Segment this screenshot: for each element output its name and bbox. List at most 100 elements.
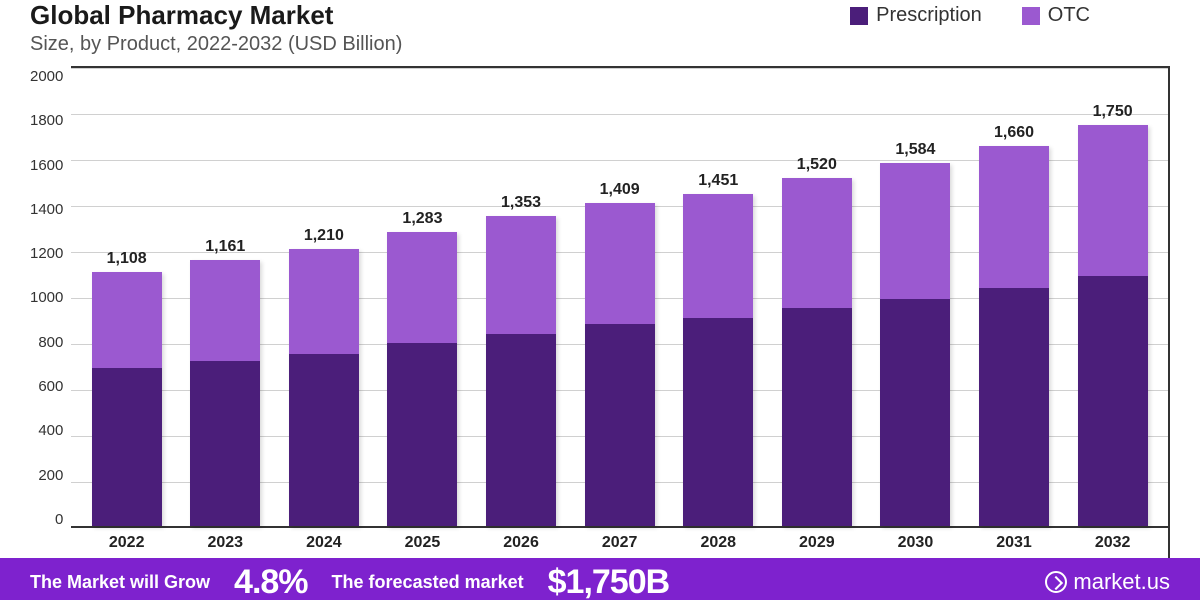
x-tick: 2022 <box>84 534 170 552</box>
bar-total-label: 1,210 <box>304 227 344 245</box>
footer-forecast-text: The forecasted market <box>332 572 524 593</box>
bar-segment-otc <box>979 146 1049 288</box>
bar-segment-prescription <box>585 324 655 526</box>
bar-total-label: 1,108 <box>107 250 147 268</box>
y-tick: 200 <box>38 467 63 484</box>
bar-stack <box>979 146 1049 526</box>
y-tick: 1600 <box>30 157 63 174</box>
chart-subtitle: Size, by Product, 2022-2032 (USD Billion… <box>30 33 402 56</box>
bar-total-label: 1,520 <box>797 156 837 174</box>
title-block: Global Pharmacy Market Size, by Product,… <box>30 0 402 56</box>
bar-stack <box>585 203 655 526</box>
bar-total-label: 1,409 <box>600 181 640 199</box>
bar-segment-otc <box>683 194 753 318</box>
bar-column: 1,660 <box>971 68 1057 526</box>
chart-title: Global Pharmacy Market <box>30 0 402 31</box>
brand: market.us <box>1045 569 1170 595</box>
footer-forecast-value: $1,750B <box>548 563 670 600</box>
bars-container: 1,108 1,161 1,210 1,283 1,353 1,409 1,451 1,520… <box>71 68 1168 528</box>
x-tick: 2028 <box>675 534 761 552</box>
y-tick: 800 <box>38 334 63 351</box>
x-tick: 2030 <box>872 534 958 552</box>
y-tick: 1000 <box>30 289 63 306</box>
bar-segment-otc <box>190 260 260 361</box>
legend-item-prescription: Prescription <box>850 4 982 27</box>
bar-column: 1,451 <box>675 68 761 526</box>
y-tick: 1400 <box>30 201 63 218</box>
legend-swatch-prescription <box>850 7 868 25</box>
bar-stack <box>289 249 359 526</box>
bar-total-label: 1,750 <box>1093 103 1133 121</box>
bar-stack <box>92 272 162 526</box>
bar-segment-otc <box>1078 125 1148 276</box>
bar-segment-otc <box>486 216 556 333</box>
bar-segment-prescription <box>486 334 556 526</box>
bar-column: 1,108 <box>84 68 170 526</box>
bar-column: 1,161 <box>182 68 268 526</box>
bar-total-label: 1,660 <box>994 124 1034 142</box>
x-tick: 2023 <box>182 534 268 552</box>
bar-segment-prescription <box>683 318 753 526</box>
y-tick: 600 <box>38 378 63 395</box>
bar-stack <box>880 163 950 526</box>
footer-grow-value: 4.8% <box>234 563 308 600</box>
bar-stack <box>782 178 852 526</box>
bar-segment-prescription <box>880 299 950 526</box>
bar-column: 1,584 <box>872 68 958 526</box>
x-tick: 2031 <box>971 534 1057 552</box>
x-axis: 2022 2023 2024 2025 2026 2027 2028 2029 2030 2031… <box>71 528 1168 558</box>
bar-column: 1,353 <box>478 68 564 526</box>
legend-swatch-otc <box>1022 7 1040 25</box>
bar-segment-otc <box>585 203 655 324</box>
bar-segment-otc <box>387 232 457 343</box>
bar-segment-otc <box>880 163 950 299</box>
bar-segment-prescription <box>190 361 260 526</box>
bar-total-label: 1,451 <box>698 172 738 190</box>
bar-column: 1,210 <box>281 68 367 526</box>
bar-stack <box>387 232 457 526</box>
chart-area: 2000180016001400120010008006004002000 1,… <box>0 56 1200 558</box>
y-tick: 1800 <box>30 112 63 129</box>
bar-stack <box>683 194 753 526</box>
bar-segment-otc <box>782 178 852 309</box>
y-tick: 0 <box>55 511 63 528</box>
footer-grow-text: The Market will Grow <box>30 572 210 593</box>
x-tick: 2027 <box>577 534 663 552</box>
x-tick: 2026 <box>478 534 564 552</box>
bar-segment-prescription <box>92 368 162 526</box>
bar-stack <box>1078 125 1148 526</box>
legend-label-otc: OTC <box>1048 4 1090 27</box>
plot-area: 1,108 1,161 1,210 1,283 1,353 1,409 1,451 1,520… <box>71 66 1170 558</box>
bar-column: 1,283 <box>379 68 465 526</box>
y-tick: 400 <box>38 422 63 439</box>
y-axis: 2000180016001400120010008006004002000 <box>30 66 71 558</box>
bar-stack <box>486 216 556 526</box>
bar-segment-prescription <box>387 343 457 526</box>
x-tick: 2024 <box>281 534 367 552</box>
bar-segment-prescription <box>782 308 852 526</box>
brand-label: market.us <box>1073 569 1170 595</box>
bar-total-label: 1,161 <box>205 238 245 256</box>
bar-segment-prescription <box>1078 276 1148 526</box>
bar-column: 1,520 <box>774 68 860 526</box>
bar-segment-otc <box>92 272 162 368</box>
chart-legend: Prescription OTC <box>850 0 1170 27</box>
legend-item-otc: OTC <box>1022 4 1090 27</box>
brand-icon <box>1045 571 1067 593</box>
bar-column: 1,750 <box>1070 68 1156 526</box>
chart-header: Global Pharmacy Market Size, by Product,… <box>0 0 1200 56</box>
bar-segment-prescription <box>289 354 359 526</box>
x-tick: 2032 <box>1070 534 1156 552</box>
y-tick: 2000 <box>30 68 63 85</box>
bar-stack <box>190 260 260 526</box>
bar-segment-otc <box>289 249 359 354</box>
y-tick: 1200 <box>30 245 63 262</box>
x-tick: 2025 <box>379 534 465 552</box>
bar-column: 1,409 <box>577 68 663 526</box>
x-tick: 2029 <box>774 534 860 552</box>
bar-total-label: 1,584 <box>895 141 935 159</box>
legend-label-prescription: Prescription <box>876 4 982 27</box>
footer-banner: The Market will Grow 4.8% The forecasted… <box>0 558 1200 600</box>
bar-segment-prescription <box>979 288 1049 526</box>
bar-total-label: 1,353 <box>501 194 541 212</box>
